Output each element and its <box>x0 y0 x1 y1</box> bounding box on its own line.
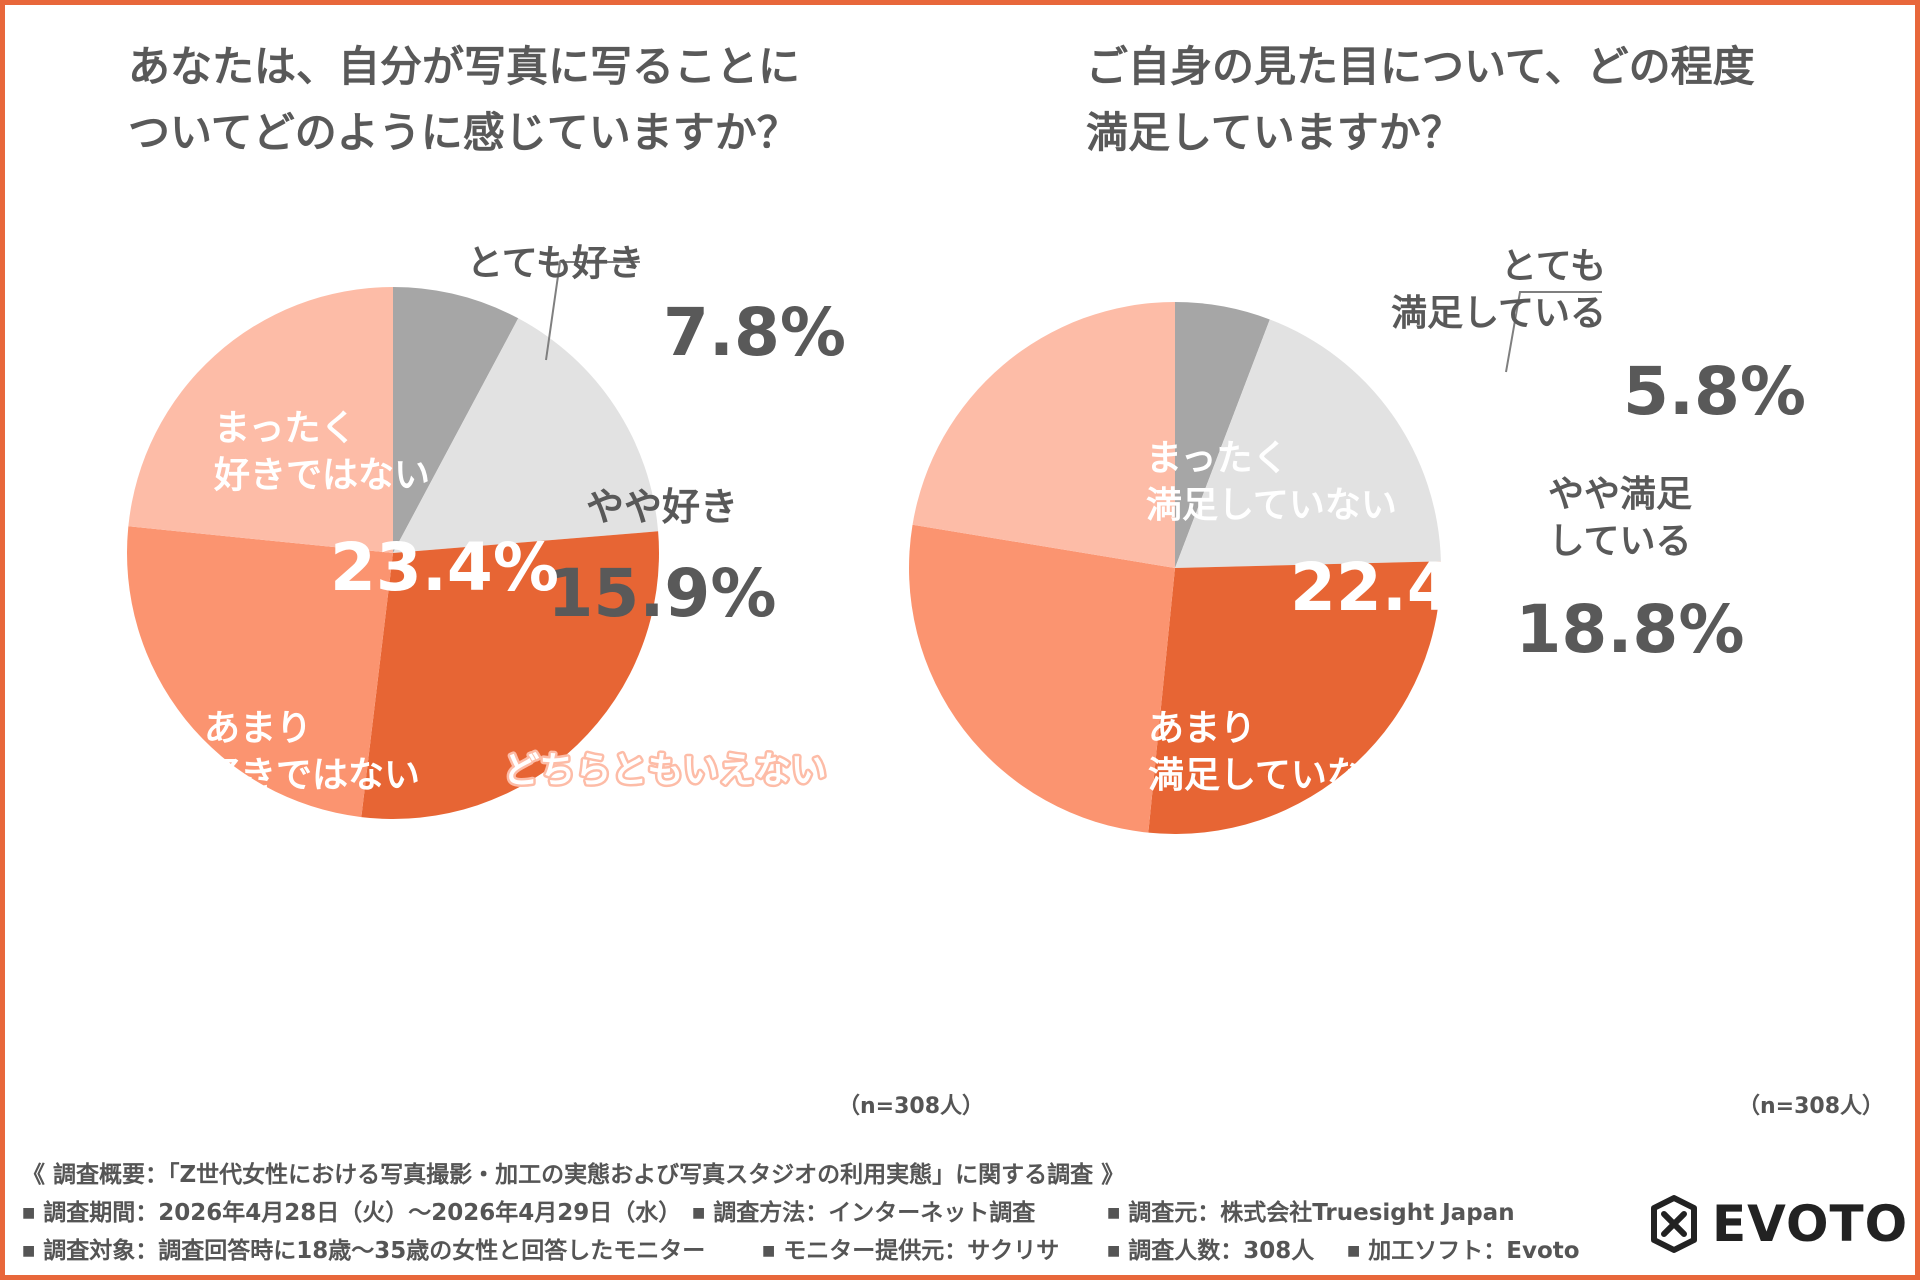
slice-value-right-3: 27.0% <box>1476 853 1705 930</box>
sample-size-right: （n=308人） <box>1738 1094 1885 1119</box>
slice-label-right-3-line-2: いえない <box>1500 787 1644 828</box>
slice-label-right-2-line-2: している <box>1549 521 1692 562</box>
leader-line-right-1 <box>1505 291 1602 373</box>
chart-title-left: あなたは、自分が写真に写ることに ついてどのように感じていますか？ <box>128 34 800 166</box>
survey-count: 調査人数：308人 <box>1107 1231 1347 1265</box>
slice-value-left-5: 23.4% <box>330 529 559 606</box>
slice-label-right-4-line-1: あまり <box>1148 708 1256 749</box>
slice-value-left-2: 15.9% <box>548 555 777 632</box>
slice-label-right-2-line-1: やや満足 <box>1548 474 1692 515</box>
survey-details-row-2: 調査対象：調査回答時に18歳～35歳の女性と回答したモニターモニター提供元：サク… <box>22 1231 1579 1265</box>
leader-line-left-1 <box>545 261 640 361</box>
chart-title-left-line-1: あなたは、自分が写真に写ることに <box>128 42 801 91</box>
pie-slice-left-2 <box>393 318 659 553</box>
pie-slice-left-1 <box>393 287 519 553</box>
slice-label-right-4-line-2: 満足していない <box>1148 755 1399 796</box>
chart-title-left-line-2: ついてどのように感じていますか？ <box>128 108 799 157</box>
slice-label-left-5-line-2: 好きではない <box>213 455 430 496</box>
slice-label-right-5-line-2: 満足していない <box>1146 485 1397 526</box>
survey-target: 調査対象：調査回答時に18歳～35歳の女性と回答したモニター <box>22 1231 762 1265</box>
slice-value-right-4: 26.0% <box>1290 819 1519 896</box>
pie-slice-left-5 <box>128 287 394 553</box>
pie-chart-left: とても好き7.8%やや好き15.9%どちらともいえない28.2%あまり好きではな… <box>127 243 846 896</box>
survey-details-row-1: 調査期間：2026年4月28日（火）～2026年4月29日（水）調査方法：インタ… <box>22 1193 1514 1227</box>
slice-label-left-4-line-1: あまり <box>204 708 312 749</box>
slice-value-left-3: 28.2% <box>506 819 735 896</box>
evoto-logo: EVOTO <box>1648 1192 1908 1256</box>
slice-label-left-1-line-1: とても好き <box>467 243 644 284</box>
monitor-provider: モニター提供元：サクリサ <box>762 1231 1107 1265</box>
evoto-logo-text: EVOTO <box>1712 1195 1909 1253</box>
pie-slice-right-2 <box>1175 319 1441 568</box>
chart-title-right: ご自身の見た目について、どの程度 満足していますか？ <box>1086 34 1755 166</box>
survey-source: 調査元：株式会社Truesight Japan <box>1107 1193 1514 1227</box>
slice-label-right-3-line-1: どちらとも <box>1482 740 1662 781</box>
slice-label-left-4-line-2: 好きではない <box>203 755 420 796</box>
pie-slice-right-3 <box>1148 561 1441 835</box>
pie-slice-right-4 <box>909 524 1175 833</box>
slice-label-right-5-line-1: まったく <box>1146 438 1289 479</box>
survey-overview-title: 《 調査概要：「Z世代女性における写真撮影・加工の実態および写真スタジオの利用実… <box>22 1162 1125 1188</box>
slice-label-left-3-line-1: どちらともいえない <box>503 750 826 791</box>
slice-label-left-5-line-1: まったく <box>214 408 357 449</box>
evoto-logo-icon <box>1651 1195 1697 1253</box>
chart-title-right-line-2: 満足していますか？ <box>1086 108 1463 157</box>
slice-value-left-1: 7.8% <box>663 294 846 371</box>
pie-slice-left-4 <box>127 526 393 818</box>
pie-slice-right-1 <box>1175 302 1270 568</box>
sample-size-left: （n=308人） <box>838 1094 985 1119</box>
slice-label-right-1-line-1: とても <box>1501 246 1606 287</box>
slice-value-right-5: 22.4% <box>1290 549 1519 626</box>
slice-value-left-4: 24.7% <box>330 819 559 896</box>
pie-slice-left-3 <box>361 531 659 819</box>
survey-method: 調査方法：インターネット調査 <box>692 1193 1107 1227</box>
slice-label-right-1-line-2: 満足している <box>1391 293 1606 334</box>
editing-software: 加工ソフト：Evoto <box>1347 1231 1579 1265</box>
pie-slice-right-5 <box>912 302 1175 568</box>
slice-label-left-2-line-1: やや好き <box>586 485 738 529</box>
slice-value-right-1: 5.8% <box>1623 353 1806 430</box>
chart-title-right-line-1: ご自身の見た目について、どの程度 <box>1086 42 1755 91</box>
survey-period: 調査期間：2026年4月28日（火）～2026年4月29日（水） <box>22 1193 692 1227</box>
slice-value-right-2: 18.8% <box>1516 591 1745 668</box>
